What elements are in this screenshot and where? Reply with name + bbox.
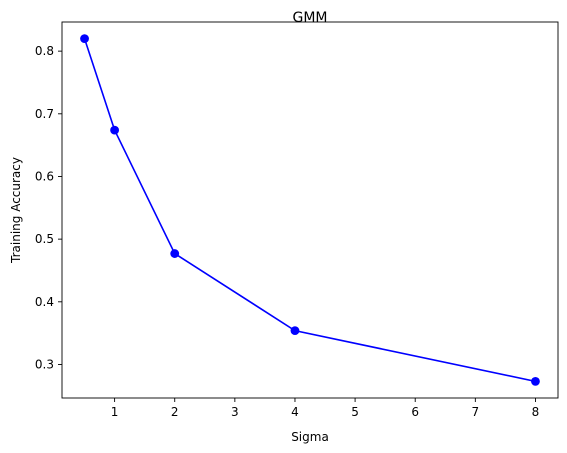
x-tick-label: 1 xyxy=(111,405,119,419)
x-tick-label: 4 xyxy=(291,405,299,419)
x-axis: 1 2 3 4 5 6 7 8 xyxy=(111,398,539,419)
x-tick-label: 2 xyxy=(171,405,179,419)
y-tick-label: 0.7 xyxy=(35,107,54,121)
data-point xyxy=(110,125,120,135)
y-tick-label: 0.4 xyxy=(35,295,54,309)
plot-area xyxy=(61,21,559,399)
data-point xyxy=(80,34,89,44)
x-tick-label: 3 xyxy=(231,405,239,419)
y-axis-label: Training Accuracy xyxy=(9,157,23,264)
x-tick-label: 5 xyxy=(351,405,359,419)
x-tick-label: 7 xyxy=(472,405,480,419)
y-tick-label: 0.3 xyxy=(35,357,54,371)
series-layer xyxy=(80,34,540,386)
x-tick-label: 8 xyxy=(532,405,540,419)
y-tick-label: 0.8 xyxy=(35,44,54,58)
data-point xyxy=(290,326,300,336)
x-axis-label: Sigma xyxy=(291,430,329,444)
data-point xyxy=(170,249,180,258)
y-axis: 0.3 0.4 0.5 0.6 0.7 0.8 xyxy=(35,44,62,371)
y-tick-label: 0.6 xyxy=(35,169,54,183)
y-tick-label: 0.5 xyxy=(35,232,54,246)
data-point xyxy=(531,376,540,386)
x-tick-label: 6 xyxy=(411,405,419,419)
